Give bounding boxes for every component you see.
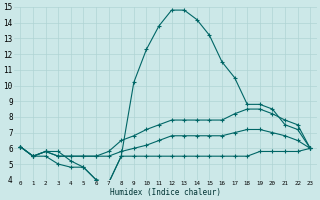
X-axis label: Humidex (Indice chaleur): Humidex (Indice chaleur) bbox=[110, 188, 221, 197]
